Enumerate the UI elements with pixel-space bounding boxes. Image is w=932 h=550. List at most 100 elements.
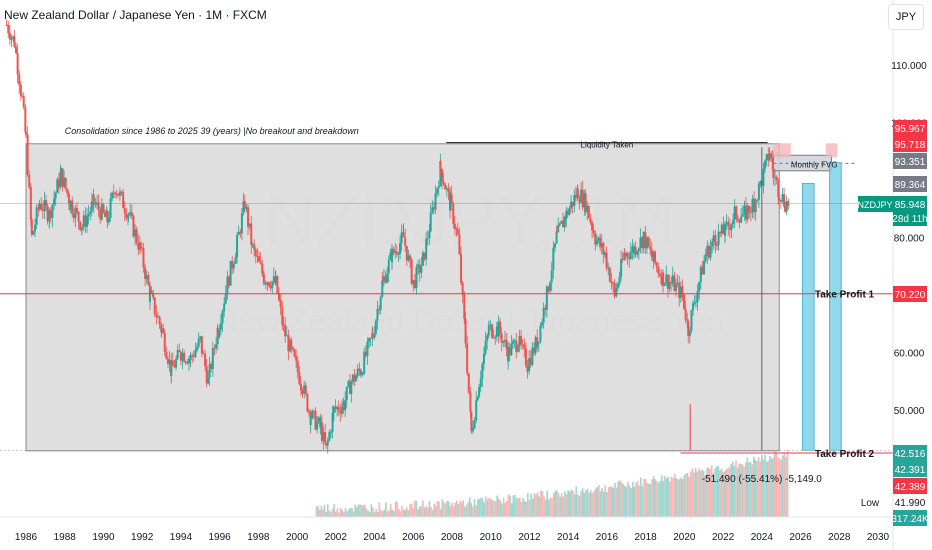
volume-bar xyxy=(444,503,447,517)
volume-bar xyxy=(759,461,762,517)
candle-body xyxy=(334,406,337,409)
volume-bar xyxy=(772,457,774,517)
volume-bar xyxy=(767,460,770,517)
volume-bar xyxy=(552,492,555,517)
volume-bar xyxy=(449,505,452,517)
candle-body xyxy=(106,210,109,223)
candle-body xyxy=(663,283,666,286)
price-badge[interactable] xyxy=(893,461,927,477)
volume-bar xyxy=(333,504,336,517)
candle-body xyxy=(54,192,57,199)
volume-bar xyxy=(488,497,490,517)
candle-body xyxy=(421,252,424,255)
volume-bar xyxy=(522,498,524,517)
candle-body xyxy=(639,237,642,249)
candle-body xyxy=(358,368,361,371)
target-projection-1[interactable] xyxy=(801,182,815,451)
candle-body xyxy=(613,292,616,297)
candle-body xyxy=(759,181,762,184)
candle-body xyxy=(207,377,210,384)
price-badge[interactable] xyxy=(893,286,927,302)
volume-bar xyxy=(354,504,356,517)
candle-body xyxy=(120,191,123,193)
candle-body xyxy=(34,224,37,232)
volume-bar xyxy=(430,506,432,517)
candle-body xyxy=(253,244,256,250)
candle-body xyxy=(574,195,577,198)
price-badge[interactable] xyxy=(893,196,927,226)
currency-button[interactable]: JPY xyxy=(888,4,924,30)
candle-body xyxy=(555,231,558,244)
price-badge[interactable] xyxy=(893,478,927,494)
candle-body xyxy=(690,310,693,331)
candle-body xyxy=(671,275,674,284)
price-badge[interactable] xyxy=(893,120,927,136)
price-badge[interactable] xyxy=(893,445,927,461)
volume-bar xyxy=(556,490,558,517)
price-badge[interactable] xyxy=(893,176,927,192)
volume-bar xyxy=(770,458,773,517)
volume-bar xyxy=(420,506,423,517)
candle-body xyxy=(743,205,746,207)
candle-body xyxy=(466,343,469,374)
candle-body xyxy=(610,281,613,284)
volume-bar xyxy=(681,479,684,517)
candle-body xyxy=(631,246,634,252)
candle-body xyxy=(628,256,631,259)
consolidation-zone[interactable] xyxy=(25,143,780,452)
volume-bar xyxy=(456,500,458,517)
candle-body xyxy=(418,264,421,273)
volume-bar xyxy=(693,472,695,517)
volume-bar xyxy=(773,451,776,517)
volume-bar xyxy=(486,499,489,517)
price-badge-label: 93.351 xyxy=(895,157,926,168)
candle-body xyxy=(359,374,362,376)
candle-body xyxy=(762,168,765,186)
volume-bar xyxy=(322,509,324,517)
volume-bar xyxy=(665,478,668,517)
price-badge[interactable] xyxy=(893,136,927,152)
volume-bar xyxy=(586,488,589,517)
candle-body xyxy=(266,282,269,285)
candle-body xyxy=(59,168,62,173)
candle-body xyxy=(634,247,637,255)
volume-bar xyxy=(649,484,652,517)
price-badge[interactable] xyxy=(893,153,927,169)
target-projection-2[interactable] xyxy=(829,162,842,451)
candle-body xyxy=(740,216,743,223)
candle-body xyxy=(366,341,369,356)
candle-body xyxy=(714,237,717,246)
candle-body xyxy=(205,366,208,384)
volume-bar xyxy=(736,467,739,517)
candle-body xyxy=(407,255,410,261)
candle-body xyxy=(779,199,782,202)
volume-bar xyxy=(422,500,424,517)
volume-bar xyxy=(525,501,528,517)
candle-body xyxy=(38,203,41,209)
volume-bar xyxy=(588,492,590,517)
volume-bar xyxy=(752,456,755,517)
volume-bar xyxy=(535,494,537,517)
volume-bar xyxy=(690,471,692,517)
volume-bar xyxy=(331,508,334,517)
ticker-badge[interactable] xyxy=(858,196,893,212)
volume-bar xyxy=(483,502,486,517)
volume-bar xyxy=(418,506,421,517)
candle-body xyxy=(82,215,85,228)
candle-body xyxy=(486,335,489,341)
x-tick-label: 1986 xyxy=(15,532,38,543)
candle-body xyxy=(434,193,437,210)
y-tick-label: 110.000 xyxy=(891,61,927,72)
volume-badge[interactable] xyxy=(893,510,927,526)
volume-bar xyxy=(544,499,547,517)
candle-body xyxy=(226,276,229,291)
candle-body xyxy=(683,294,686,309)
candle-body xyxy=(449,194,452,211)
candle-body xyxy=(607,267,610,269)
volume-bar xyxy=(357,504,360,517)
candle-body xyxy=(513,340,516,342)
candle-body xyxy=(676,282,679,284)
y-tick-label: 50.000 xyxy=(894,406,925,417)
candle-body xyxy=(491,324,494,338)
